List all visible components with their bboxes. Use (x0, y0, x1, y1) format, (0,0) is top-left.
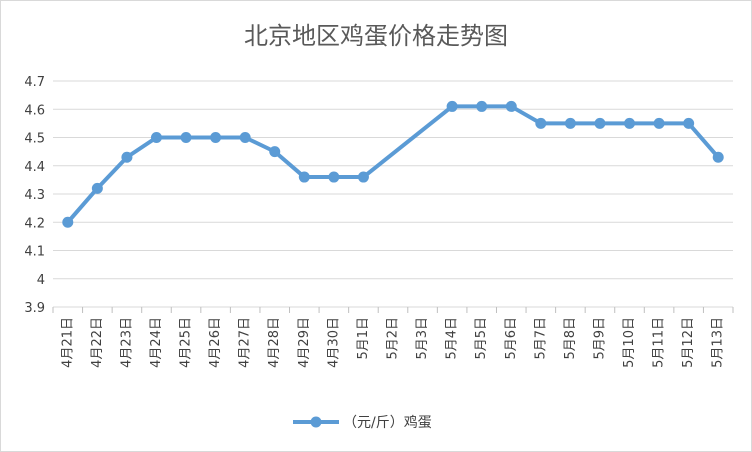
x-tick-label: 4月25日 (179, 317, 194, 368)
y-axis-tick-labels: 3.9 4 4.1 4.2 4.3 4.4 4.5 4.6 4.7 (24, 75, 45, 316)
x-tick-label: 5月7日 (533, 317, 548, 360)
x-tick-label: 4月27日 (238, 317, 253, 368)
y-tick-label: 4.4 (24, 160, 45, 175)
y-tick-label: 4 (37, 273, 45, 288)
x-tick-label: 4月21日 (60, 317, 75, 368)
x-tick-label: 4月28日 (267, 317, 282, 368)
x-tick-label: 5月2日 (386, 317, 401, 360)
data-point (446, 100, 458, 112)
x-tick-label: 5月5日 (474, 317, 489, 360)
data-point (210, 132, 222, 143)
data-point (535, 117, 547, 129)
x-tick-label: 5月13日 (711, 317, 726, 368)
y-tick-label: 3.9 (24, 301, 45, 316)
x-tick-label: 5月1日 (356, 317, 371, 360)
data-point (150, 132, 162, 143)
x-tick-label: 5月6日 (504, 317, 519, 360)
x-axis: 4月21日 4月22日 4月23日 4月24日 4月25日 4月26日 4月27日 4月28日… (52, 307, 734, 368)
data-point (564, 117, 576, 129)
data-point (357, 171, 369, 183)
y-tick-label: 4.3 (24, 188, 45, 203)
x-tick-label: 5月4日 (445, 317, 460, 360)
x-tick-label: 5月8日 (563, 317, 578, 360)
y-tick-label: 4.1 (24, 245, 45, 260)
data-point (476, 100, 488, 112)
x-tick-label: 4月23日 (119, 317, 134, 368)
legend-label: （元/斤）鸡蛋 (343, 414, 432, 431)
legend-marker (310, 416, 322, 428)
data-point (269, 146, 281, 158)
y-tick-label: 4.6 (24, 103, 45, 118)
series-layer (62, 100, 724, 228)
x-tick-label: 5月12日 (681, 317, 696, 368)
data-point (653, 117, 665, 129)
data-point (121, 151, 133, 163)
x-tick-label: 5月11日 (652, 317, 667, 368)
x-tick-label: 4月29日 (297, 317, 312, 368)
y-tick-label: 4.5 (24, 132, 45, 147)
x-tick-label: 4月26日 (208, 317, 223, 368)
series-line (65, 104, 721, 225)
y-tick-label: 4.7 (24, 75, 45, 90)
data-point (180, 132, 192, 143)
x-tick-label: 4月24日 (149, 317, 164, 368)
x-tick-label: 5月9日 (592, 317, 607, 360)
data-point (624, 117, 636, 129)
data-point (239, 132, 251, 143)
x-tick-label: 4月22日 (90, 317, 105, 368)
data-point (683, 117, 695, 129)
x-tick-label: 5月10日 (622, 317, 637, 368)
data-point (298, 171, 310, 183)
data-point (62, 216, 74, 228)
gridlines (53, 80, 733, 308)
x-tick-label: 4月30日 (326, 317, 341, 368)
y-tick-label: 4.2 (24, 216, 45, 231)
data-point (594, 117, 606, 129)
legend: （元/斤）鸡蛋 (293, 414, 432, 431)
chart-title: 北京地区鸡蛋价格走势图 (244, 22, 508, 50)
data-point (712, 151, 724, 163)
x-tick-label: 5月3日 (415, 317, 430, 360)
data-point (91, 182, 103, 194)
data-point (328, 171, 340, 183)
data-point (505, 100, 517, 112)
